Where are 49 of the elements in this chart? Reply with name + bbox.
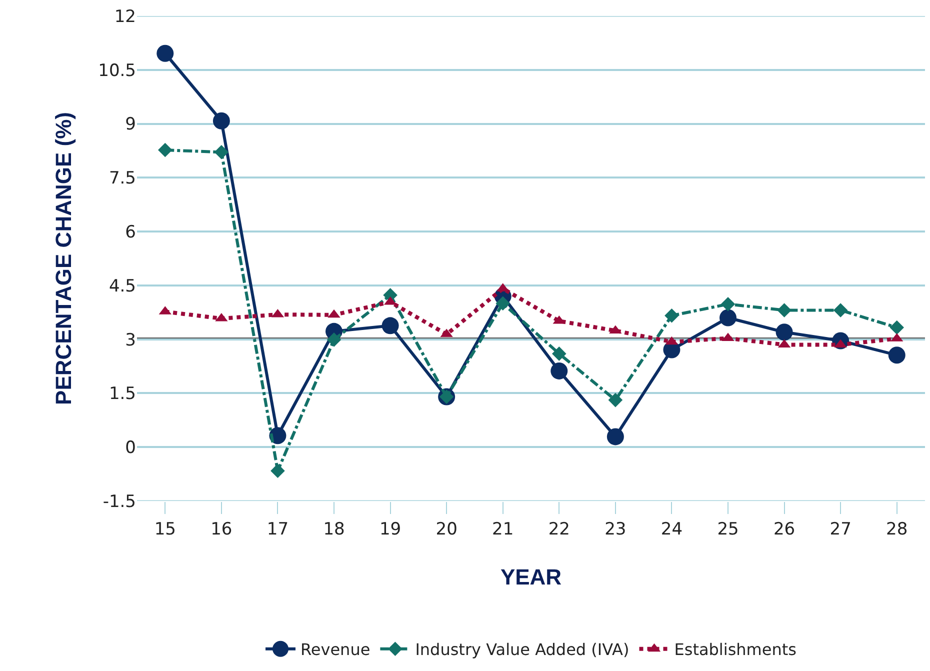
point bbox=[720, 309, 736, 326]
y-tick-label: 1.5 bbox=[108, 384, 136, 404]
y-tick-label: 0 bbox=[125, 438, 136, 458]
y-tick-label: 3 bbox=[125, 330, 136, 350]
point bbox=[326, 332, 342, 347]
legend-label: Industry Value Added (IVA) bbox=[415, 640, 630, 660]
y-tick-label: 4.5 bbox=[108, 276, 136, 296]
x-tick-label: 25 bbox=[717, 519, 739, 540]
x-tick-label: 26 bbox=[773, 519, 796, 540]
y-tick-label: 7.5 bbox=[108, 168, 136, 189]
point bbox=[720, 296, 736, 312]
x-tick-label: 17 bbox=[266, 519, 289, 540]
y-tick-label: -1.5 bbox=[102, 492, 136, 512]
y-tick-label: 9 bbox=[125, 114, 136, 135]
y-tick-label: 12 bbox=[114, 6, 136, 27]
x-axis-title: YEAR bbox=[500, 564, 562, 590]
point bbox=[833, 303, 848, 318]
point bbox=[890, 320, 904, 335]
x-tick-label: 21 bbox=[492, 519, 514, 540]
point bbox=[664, 308, 679, 323]
point bbox=[550, 362, 568, 380]
point bbox=[776, 324, 793, 341]
point bbox=[212, 112, 230, 130]
point bbox=[888, 346, 906, 364]
point bbox=[156, 44, 174, 62]
point bbox=[158, 142, 172, 158]
x-tick-label: 28 bbox=[886, 519, 908, 540]
x-tick-label: 24 bbox=[660, 519, 683, 540]
y-axis-title: PERCENTAGE CHANGE (%) bbox=[50, 112, 76, 405]
x-tick-label: 23 bbox=[604, 519, 626, 540]
y-tick-label: 10.5 bbox=[98, 60, 136, 81]
x-tick-label: 22 bbox=[548, 519, 570, 540]
x-tick-label: 15 bbox=[154, 519, 176, 540]
point bbox=[270, 464, 285, 478]
x-tick-label: 27 bbox=[830, 519, 852, 540]
legend-label: Revenue bbox=[300, 640, 370, 660]
point bbox=[552, 346, 566, 361]
point bbox=[382, 317, 399, 334]
point bbox=[606, 428, 624, 446]
y-tick-label: 6 bbox=[125, 222, 136, 243]
x-tick-label: 19 bbox=[379, 519, 402, 540]
point bbox=[608, 392, 623, 408]
x-tick-label: 20 bbox=[436, 519, 458, 540]
point bbox=[496, 296, 510, 311]
legend-label: Establishments bbox=[674, 640, 796, 660]
x-tick-label: 18 bbox=[323, 519, 345, 540]
x-tick-label: 16 bbox=[210, 519, 232, 540]
point bbox=[777, 303, 792, 318]
point bbox=[214, 145, 229, 160]
